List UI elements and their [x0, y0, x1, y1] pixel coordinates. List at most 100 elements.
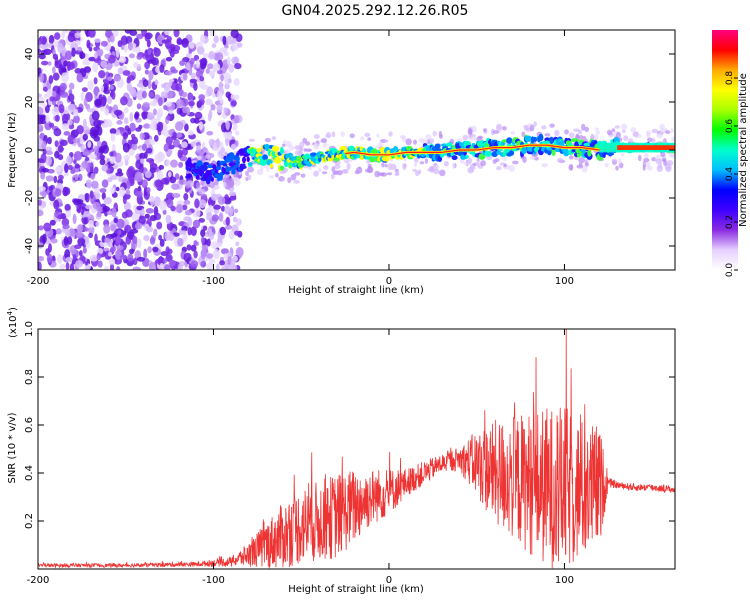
noise-speckle — [63, 60, 69, 67]
ridge-halo — [313, 170, 319, 177]
noise-speckle — [84, 192, 90, 203]
noise-speckle — [152, 246, 159, 253]
noise-speckle — [120, 96, 128, 106]
noise-speckle — [139, 132, 145, 140]
noise-speckle — [94, 233, 98, 244]
noise-speckle — [122, 132, 128, 140]
noise-speckle — [123, 201, 131, 211]
ridge-cell — [524, 135, 532, 142]
noise-speckle — [80, 91, 85, 101]
noise-speckle — [206, 86, 213, 97]
noise-speckle — [190, 260, 199, 268]
noise-speckle — [224, 194, 230, 202]
ridge-halo — [569, 164, 574, 171]
noise-speckle — [38, 48, 42, 54]
noise-speckle — [38, 205, 44, 211]
noise-speckle — [158, 164, 164, 170]
ridge-halo — [248, 138, 255, 142]
noise-speckle — [129, 112, 134, 122]
ridge-halo — [544, 133, 551, 137]
noise-speckle — [76, 72, 84, 83]
noise-speckle — [156, 221, 163, 230]
ridge-halo — [606, 129, 613, 135]
ridge-halo — [522, 156, 527, 164]
noise-speckle — [144, 32, 153, 40]
noise-speckle — [165, 214, 172, 224]
noise-speckle — [207, 228, 213, 235]
ridge-halo — [354, 170, 360, 175]
ridge-halo — [384, 139, 389, 143]
noise-speckle — [38, 199, 42, 206]
noise-speckle — [218, 81, 223, 92]
noise-speckle — [224, 75, 229, 85]
noise-speckle — [224, 205, 231, 215]
noise-speckle — [101, 179, 109, 188]
noise-speckle — [197, 46, 205, 55]
ridge-cell — [247, 162, 253, 166]
noise-speckle — [116, 266, 121, 270]
noise-speckle — [139, 152, 146, 160]
spectrogram-x-tick-label: 100 — [555, 276, 574, 287]
noise-speckle — [104, 53, 110, 60]
noise-speckle — [131, 133, 136, 139]
noise-speckle — [109, 35, 115, 43]
spectrogram-y-tick-label: 0 — [24, 147, 35, 153]
ridge-cell — [242, 156, 246, 164]
noise-speckle — [38, 225, 44, 231]
noise-speckle — [167, 144, 175, 150]
noise-speckle — [116, 218, 125, 229]
noise-speckle — [75, 231, 84, 238]
ridge-halo — [670, 128, 674, 133]
noise-speckle — [110, 246, 116, 253]
noise-speckle — [228, 230, 235, 240]
noise-speckle — [64, 249, 71, 260]
noise-speckle — [225, 91, 231, 99]
ridge-cell — [226, 166, 232, 172]
noise-speckle — [132, 46, 136, 52]
noise-speckle — [53, 128, 62, 137]
noise-speckle — [143, 235, 150, 242]
noise-speckle — [46, 253, 53, 264]
noise-speckle — [153, 47, 158, 53]
noise-speckle — [188, 100, 195, 107]
noise-speckle — [205, 68, 210, 74]
noise-speckle — [140, 158, 145, 164]
noise-speckle — [143, 248, 148, 259]
noise-speckle — [154, 153, 163, 163]
noise-speckle — [235, 241, 240, 246]
noise-speckle — [38, 255, 45, 262]
noise-speckle — [47, 61, 52, 66]
noise-speckle — [55, 228, 62, 235]
ridge-halo — [483, 128, 487, 133]
noise-speckle — [227, 134, 233, 140]
snr-panel: -200 -100 0 100 0.2 0.4 0.6 0.8 1.0 Height of s… — [6, 307, 676, 595]
noise-speckle — [101, 165, 108, 172]
noise-speckle — [208, 50, 216, 60]
noise-speckle — [81, 160, 89, 169]
noise-speckle — [74, 163, 80, 169]
noise-speckle — [59, 82, 67, 91]
noise-speckle — [63, 171, 69, 177]
noise-speckle — [59, 263, 66, 270]
noise-speckle — [188, 92, 194, 102]
noise-speckle — [81, 87, 88, 92]
noise-speckle — [39, 72, 45, 83]
noise-speckle — [82, 60, 91, 66]
ridge-halo — [433, 168, 440, 175]
ridge-halo — [656, 165, 663, 173]
ridge-cell — [531, 136, 538, 142]
noise-speckle — [88, 153, 97, 160]
ridge-halo — [334, 164, 341, 170]
noise-speckle — [67, 164, 73, 170]
noise-speckle — [99, 154, 105, 160]
noise-speckle — [128, 230, 133, 240]
ridge-cell — [309, 152, 318, 157]
noise-speckle — [146, 158, 155, 163]
ridge-cell — [279, 146, 284, 155]
ridge-halo — [234, 179, 241, 186]
ridge-cell — [348, 145, 355, 151]
noise-speckle — [89, 126, 97, 137]
ridge-halo — [313, 134, 320, 140]
noise-speckle — [54, 150, 60, 159]
noise-speckle — [116, 245, 124, 251]
